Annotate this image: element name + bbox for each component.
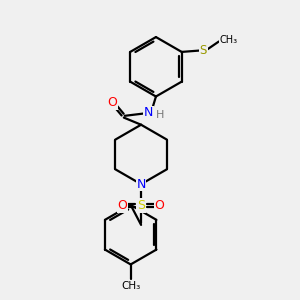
Text: O: O (154, 199, 164, 212)
Text: N: N (144, 106, 153, 119)
Text: CH₃: CH₃ (121, 281, 140, 291)
Text: N: N (136, 178, 146, 191)
Text: S: S (137, 199, 145, 212)
Text: CH₃: CH₃ (219, 35, 237, 45)
Text: O: O (107, 96, 117, 109)
Text: O: O (118, 199, 128, 212)
Text: H: H (156, 110, 164, 120)
Text: S: S (200, 44, 207, 57)
